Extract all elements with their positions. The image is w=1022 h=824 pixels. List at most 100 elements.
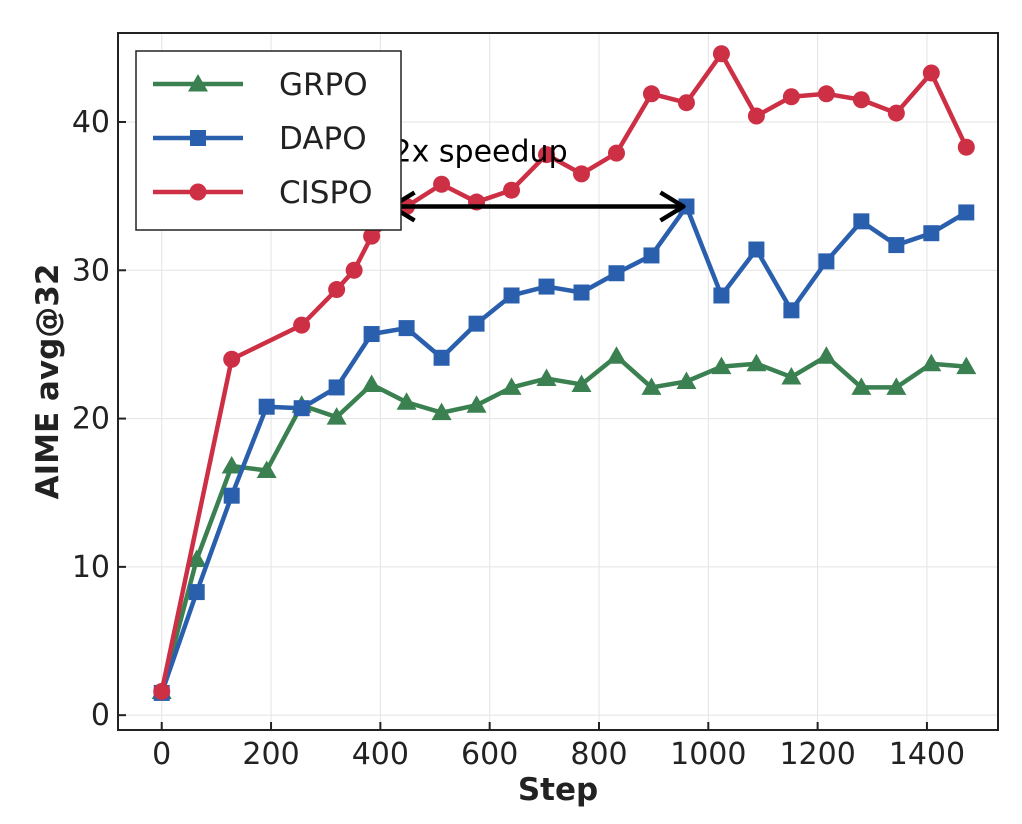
cispo-point — [712, 45, 730, 63]
grpo-point — [711, 356, 732, 375]
cispo-point — [363, 227, 381, 245]
cispo-point — [922, 64, 940, 82]
x-tick-label: 0 — [152, 737, 171, 772]
dapo-point — [258, 398, 275, 415]
dapo-point — [818, 253, 835, 270]
grpo-point — [396, 392, 417, 410]
cispo-point — [852, 91, 870, 109]
cispo-point — [433, 175, 451, 193]
cispo-point — [153, 682, 171, 700]
legend-marker-grpo — [188, 74, 208, 92]
cispo-point — [642, 85, 660, 103]
dapo-point — [608, 265, 625, 282]
dapo-point — [188, 584, 205, 601]
grpo-point — [886, 377, 907, 395]
y-tick-label: 30 — [72, 253, 110, 288]
x-tick-label: 800 — [570, 737, 627, 772]
dapo-point — [398, 320, 415, 337]
grpo-point — [606, 346, 627, 364]
dapo-point — [328, 379, 345, 396]
legend-entry-grpo: GRPO — [153, 67, 368, 103]
y-tick-label: 20 — [72, 402, 110, 437]
x-axis-title: Step — [518, 772, 598, 808]
plot-frame — [117, 32, 999, 731]
cispo-point — [782, 88, 800, 106]
legend-label-dapo: DAPO — [279, 121, 367, 157]
dapo-point — [363, 326, 380, 343]
dapo-point — [748, 241, 765, 258]
grpo-point — [676, 371, 697, 389]
y-tick-label: 40 — [72, 105, 110, 140]
x-tick-label: 1200 — [779, 737, 855, 772]
grpo-point — [186, 549, 207, 567]
legend-label-grpo: GRPO — [279, 67, 368, 103]
grpo-point — [431, 402, 452, 421]
cispo-point — [957, 138, 975, 156]
grpo-point — [221, 456, 242, 474]
cispo-point — [817, 85, 835, 103]
x-tick-label: 600 — [461, 737, 518, 772]
grpo-point — [641, 377, 662, 395]
legend-box — [135, 50, 402, 231]
cispo-point — [677, 94, 695, 112]
dapo-point — [783, 302, 800, 319]
grpo-point — [256, 460, 277, 478]
dapo-point — [643, 247, 660, 264]
dapo-point — [468, 315, 485, 332]
series-layer — [151, 45, 977, 701]
x-tick-label: 200 — [242, 737, 299, 772]
dapo-point — [538, 278, 555, 295]
cispo-point — [328, 281, 346, 299]
x-tick-label: 400 — [352, 737, 409, 772]
cispo-point — [607, 144, 625, 162]
grpo-point — [781, 367, 802, 385]
grpo-point — [746, 353, 767, 372]
dapo-point — [888, 237, 905, 254]
cispo-point — [573, 165, 591, 183]
dapo-point — [713, 287, 730, 304]
dapo-point — [293, 400, 310, 417]
legend-marker-dapo — [190, 130, 206, 146]
dapo-point — [503, 287, 520, 304]
dapo-point — [958, 204, 975, 221]
dapo-point — [853, 213, 870, 230]
legend: GRPO DAPO CISPO — [135, 50, 402, 231]
grpo-point — [466, 395, 487, 413]
dapo-point — [923, 225, 940, 242]
legend-marker-cispo — [189, 183, 207, 201]
dapo-point — [678, 198, 695, 215]
annotation-layer: 2x speedup — [389, 135, 686, 223]
grpo-point — [501, 377, 522, 395]
cispo-point — [293, 316, 311, 334]
y-tick-label: 10 — [72, 550, 110, 585]
grpo-point — [571, 374, 592, 392]
cispo-point — [538, 146, 556, 164]
speedup-annotation: 2x speedup — [389, 135, 686, 223]
axis-ticks: 0 200 400 600 800 1000 1200 1400 0 10 20 30 40 — [72, 105, 965, 772]
grpo-series — [151, 346, 977, 699]
dapo-point — [573, 284, 590, 301]
grpo-point — [326, 407, 347, 425]
grpo-point — [361, 374, 382, 392]
grpo-point — [956, 356, 977, 375]
legend-entry-dapo: DAPO — [153, 121, 367, 157]
cispo-point — [503, 181, 521, 199]
cispo-point — [887, 104, 905, 122]
dapo-line — [159, 204, 968, 694]
y-tick-label: 0 — [91, 698, 110, 733]
grpo-point — [921, 353, 942, 372]
x-tick-label: 1400 — [889, 737, 965, 772]
grpo-point — [536, 368, 557, 387]
legend-label-cispo: CISPO — [279, 175, 373, 211]
cispo-point — [223, 350, 241, 368]
dapo-point — [223, 487, 240, 504]
dapo-series — [153, 198, 975, 701]
cispo-point — [345, 261, 363, 279]
dapo-point — [433, 349, 450, 366]
annotation-arrow-head-right — [659, 190, 686, 223]
y-axis-title: AIME avg@32 — [30, 264, 66, 500]
grpo-point — [816, 346, 837, 364]
grpo-point — [851, 377, 872, 395]
x-tick-label: 1000 — [670, 737, 746, 772]
